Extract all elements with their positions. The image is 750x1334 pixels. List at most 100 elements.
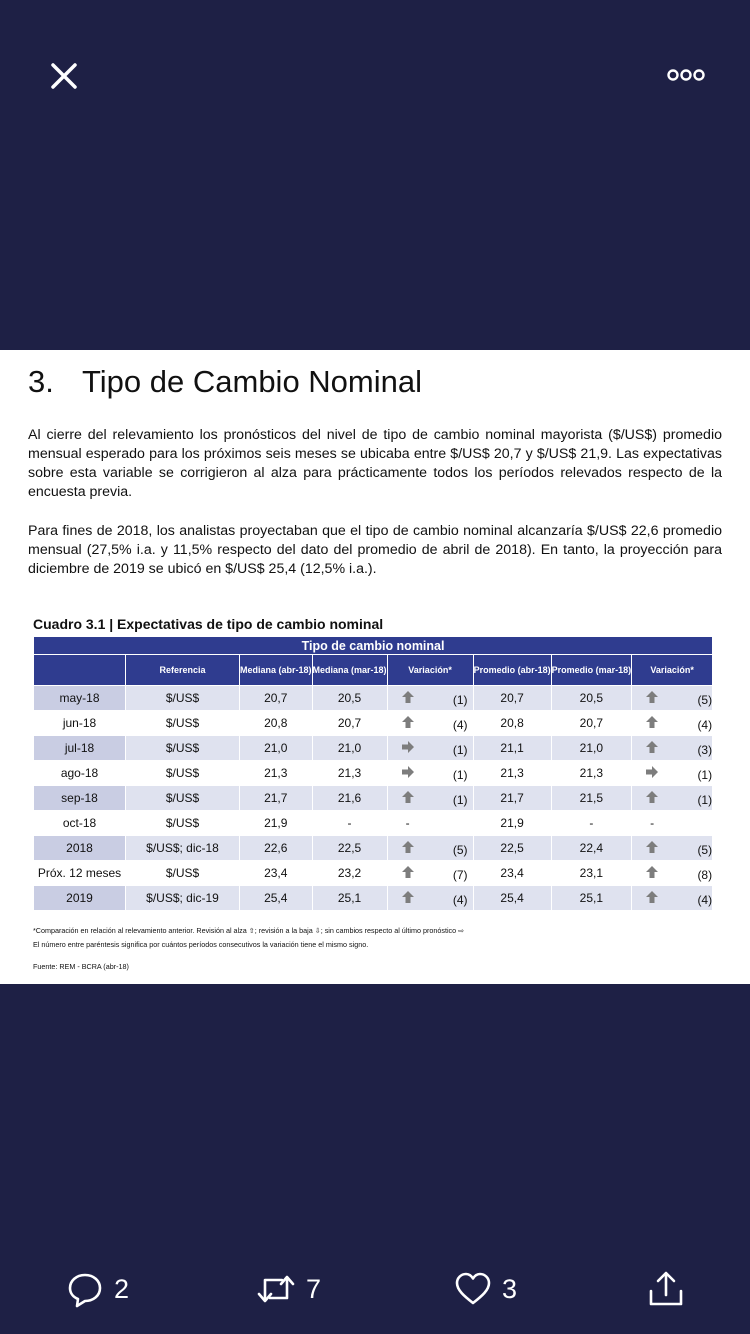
arrow-up-icon — [633, 865, 673, 882]
reference-cell: $/US$ — [125, 685, 240, 711]
variation-count: (4) — [697, 892, 713, 907]
row-label: jun-18 — [33, 710, 126, 736]
average-apr-cell: 21,9 — [472, 810, 552, 836]
like-button[interactable]: 3 — [454, 1268, 517, 1310]
variation-count: (1) — [452, 767, 468, 782]
arrow-up-icon — [633, 890, 673, 907]
table-row: oct-18 $/US$ 21,9- -21,9- - — [33, 810, 714, 836]
arrow-right-icon — [633, 765, 673, 782]
row-label: jul-18 — [33, 735, 126, 761]
exchange-rate-table: Tipo de cambio nominal Referencia Mediana… — [32, 636, 714, 911]
table-row: sep-18 $/US$ 21,7 21,6 (1) 21,7 21,5 (1) — [33, 785, 714, 811]
row-label: ago-18 — [33, 760, 126, 786]
arrow-right-icon — [388, 765, 428, 782]
median-mar-cell: 22,5 — [311, 835, 388, 861]
average-variation-cell: (5) — [631, 835, 714, 861]
column-header: Variación* — [631, 654, 714, 686]
arrow-up-icon — [388, 715, 428, 732]
arrow-up-icon — [388, 840, 428, 857]
median-mar-cell: 23,2 — [311, 860, 388, 886]
column-header: Variación* — [386, 654, 474, 686]
average-variation-cell: (8) — [631, 860, 714, 886]
median-mar-cell: 21,6 — [311, 785, 388, 811]
median-mar-cell: 20,5 — [311, 685, 388, 711]
arrow-up-icon — [388, 865, 428, 882]
median-apr-cell: 25,4 — [239, 885, 313, 911]
average-mar-cell: 22,4 — [550, 835, 633, 861]
variation-count: (5) — [452, 842, 468, 857]
like-count: 3 — [502, 1273, 518, 1304]
arrow-up-icon — [633, 715, 673, 732]
reply-icon — [68, 1273, 102, 1308]
share-button[interactable] — [646, 1268, 686, 1310]
reference-cell: $/US$; dic-18 — [125, 835, 240, 861]
average-mar-cell: 21,5 — [550, 785, 633, 811]
median-mar-cell: 21,0 — [311, 735, 388, 761]
average-apr-cell: 21,7 — [472, 785, 552, 811]
arrow-up-icon — [388, 790, 428, 807]
paragraph-1: Al cierre del relevamiento los pronóstic… — [28, 427, 722, 500]
median-apr-cell: 21,9 — [239, 810, 313, 836]
table-row: jul-18 $/US$ 21,0 21,0 (1) 21,1 21,0 (3) — [33, 735, 714, 761]
variation-count: (1) — [452, 742, 468, 757]
average-apr-cell: 23,4 — [472, 860, 552, 886]
row-label: Próx. 12 meses — [33, 860, 126, 886]
average-mar-cell: 25,1 — [550, 885, 633, 911]
average-apr-cell: 21,3 — [472, 760, 552, 786]
average-variation-cell: (5) — [631, 685, 714, 711]
footnote-legend: *Comparación en relación al relevamiento… — [33, 926, 465, 935]
average-variation-cell: (1) — [631, 785, 714, 811]
median-mar-cell: 20,7 — [311, 710, 388, 736]
dash-icon: - — [405, 816, 410, 830]
median-variation-cell: - — [386, 810, 474, 836]
close-button[interactable] — [44, 56, 84, 96]
table-row: 2019 $/US$; dic-19 25,4 25,1 (4) 25,4 25,1 (4) — [33, 885, 714, 911]
paragraph-2: Para fines de 2018, los analistas proyec… — [28, 523, 722, 577]
arrow-up-icon — [633, 790, 673, 807]
average-mar-cell: 21,0 — [550, 735, 633, 761]
table-caption: Cuadro 3.1 | Expectativas de tipo de cam… — [33, 616, 384, 632]
average-apr-cell: 25,4 — [472, 885, 552, 911]
row-label: oct-18 — [33, 810, 126, 836]
median-apr-cell: 21,7 — [239, 785, 313, 811]
variation-count: (4) — [452, 892, 468, 907]
median-apr-cell: 20,7 — [239, 685, 313, 711]
retweet-count: 7 — [306, 1273, 322, 1304]
section-title: Tipo de Cambio Nominal — [82, 364, 423, 399]
action-bar: 2 7 3 — [0, 1250, 750, 1330]
variation-count: (1) — [452, 792, 468, 807]
arrow-up-icon — [633, 740, 673, 757]
median-apr-cell: 21,3 — [239, 760, 313, 786]
arrow-up-icon — [633, 690, 673, 707]
header-blank — [33, 654, 126, 686]
row-label: 2018 — [33, 835, 126, 861]
average-apr-cell: 20,7 — [472, 685, 552, 711]
variation-count: (8) — [697, 867, 713, 882]
column-header: Mediana (abr-18) — [239, 654, 313, 686]
reply-button[interactable]: 2 — [66, 1268, 129, 1310]
retweet-icon — [257, 1275, 295, 1303]
variation-count: (5) — [697, 842, 713, 857]
reference-cell: $/US$ — [125, 710, 240, 736]
median-variation-cell: (1) — [386, 735, 474, 761]
variation-count: (5) — [697, 692, 713, 707]
more-options-icon — [667, 69, 705, 81]
average-apr-cell: 22,5 — [472, 835, 552, 861]
more-options-button[interactable] — [664, 62, 710, 88]
retweet-button[interactable]: 7 — [256, 1268, 321, 1310]
variation-count: (1) — [697, 792, 713, 807]
variation-count: (1) — [452, 692, 468, 707]
average-variation-cell: (4) — [631, 885, 714, 911]
row-label: 2019 — [33, 885, 126, 911]
share-icon — [649, 1271, 683, 1306]
variation-count: (7) — [452, 867, 468, 882]
median-apr-cell: 21,0 — [239, 735, 313, 761]
row-label: sep-18 — [33, 785, 126, 811]
reference-cell: $/US$; dic-19 — [125, 885, 240, 911]
table-source: Fuente: REM - BCRA (abr-18) — [33, 962, 129, 971]
median-apr-cell: 20,8 — [239, 710, 313, 736]
reference-cell: $/US$ — [125, 785, 240, 811]
average-mar-cell: 21,3 — [550, 760, 633, 786]
average-variation-cell: (1) — [631, 760, 714, 786]
average-variation-cell: (4) — [631, 710, 714, 736]
